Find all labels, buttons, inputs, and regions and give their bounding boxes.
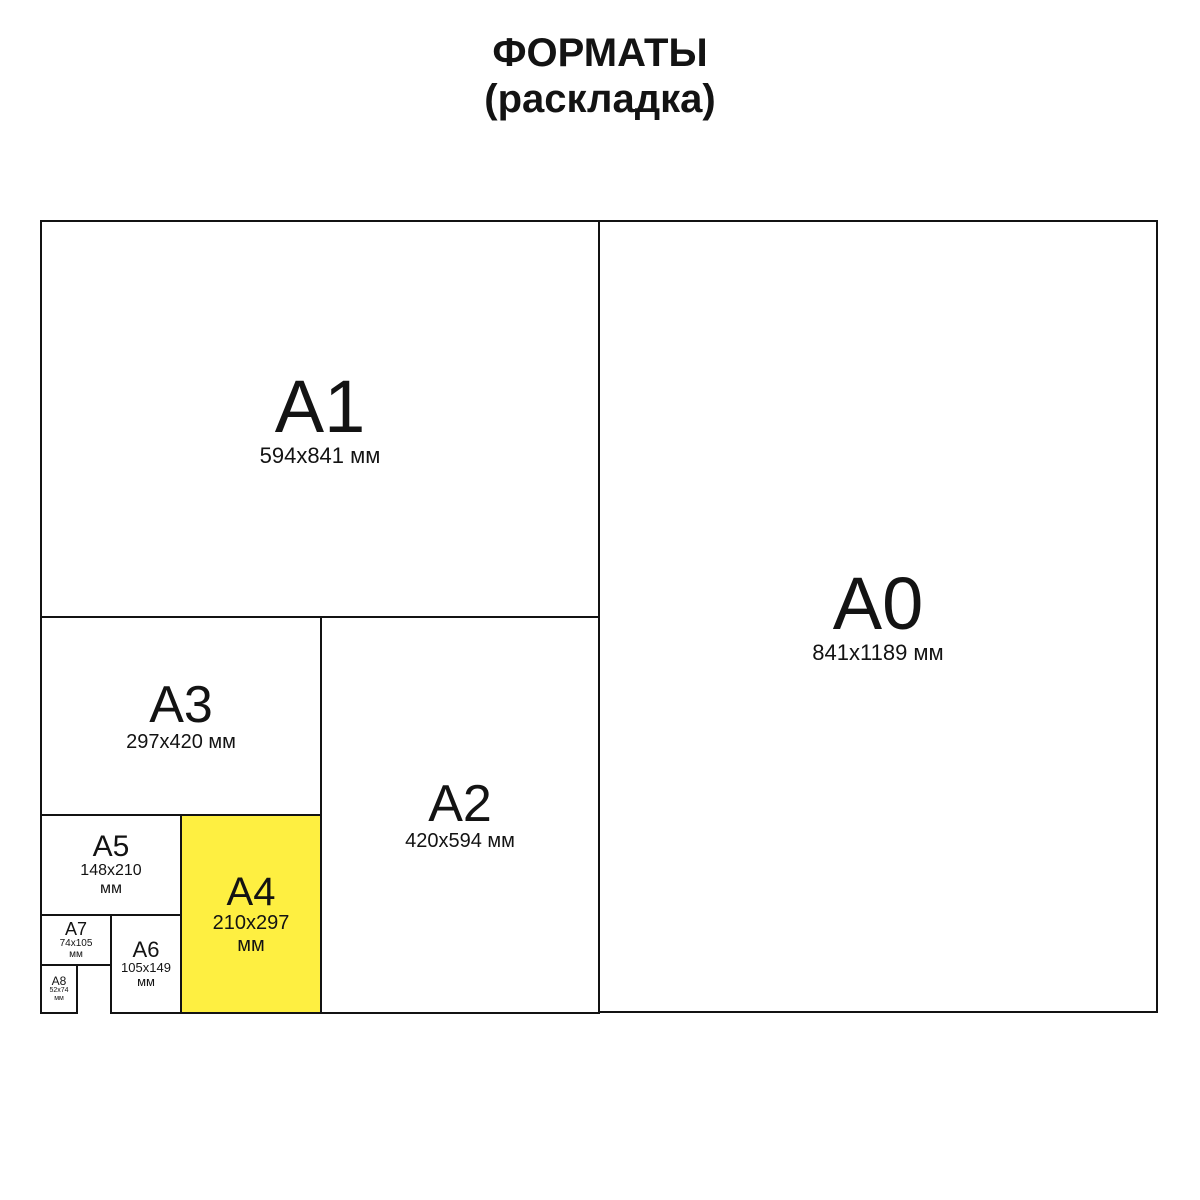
format-a7: A774x105мм — [40, 914, 112, 966]
format-unit: мм — [100, 880, 122, 898]
format-dims: 841x1189 мм — [812, 641, 943, 665]
format-dims: 74x105 — [60, 938, 93, 949]
paper-formats-diagram: A0841x1189 ммA1594x841 ммA2420x594 ммA32… — [40, 220, 1160, 1015]
format-unit: мм — [69, 949, 83, 960]
format-dims: 210x297 — [213, 912, 290, 934]
title-block: ФОРМАТЫ (раскладка) — [0, 0, 1200, 132]
format-a1: A1594x841 мм — [40, 220, 600, 618]
title-line-2: (раскладка) — [0, 76, 1200, 122]
format-a8: A852x74мм — [40, 964, 78, 1014]
format-unit: мм — [237, 934, 265, 956]
format-name: A0 — [833, 567, 924, 641]
format-a6: A6105x149мм — [110, 914, 182, 1014]
format-dims: 594x841 мм — [260, 444, 381, 468]
format-dims: 52x74 — [49, 987, 68, 995]
format-a5: A5148x210мм — [40, 814, 182, 916]
format-name: A5 — [93, 832, 130, 862]
title-line-1: ФОРМАТЫ — [0, 30, 1200, 76]
format-a0: A0841x1189 мм — [598, 220, 1158, 1013]
format-dims: 148x210 — [80, 862, 141, 880]
format-name: A4 — [227, 872, 276, 912]
format-unit: мм — [137, 975, 155, 989]
format-name: A2 — [428, 778, 492, 830]
format-name: A6 — [133, 939, 160, 961]
format-unit: мм — [54, 995, 64, 1003]
format-a3: A3297x420 мм — [40, 616, 322, 816]
format-name: A7 — [65, 920, 87, 938]
format-a4: A4210x297мм — [180, 814, 322, 1014]
format-dims: 420x594 мм — [405, 830, 515, 852]
format-a2: A2420x594 мм — [320, 616, 600, 1014]
format-dims: 105x149 — [121, 961, 171, 975]
format-name: A1 — [275, 370, 366, 444]
format-name: A8 — [52, 975, 67, 987]
format-dims: 297x420 мм — [126, 731, 236, 753]
format-name: A3 — [149, 679, 213, 731]
